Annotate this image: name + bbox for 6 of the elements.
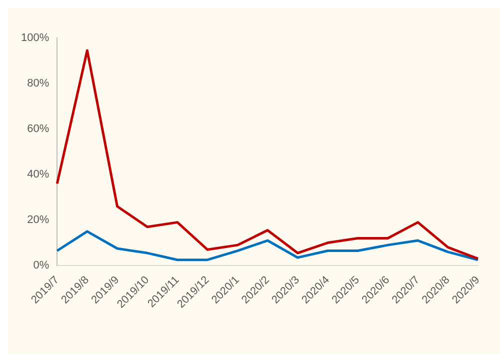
y-tick-label: 60% (27, 123, 50, 136)
y-tick-label: 0% (33, 260, 50, 272)
y-tick-label: 20% (27, 214, 50, 226)
y-tick-label: 100% (20, 32, 50, 44)
y-tick-label: 40% (27, 168, 50, 181)
y-tick-label: 80% (27, 78, 50, 90)
